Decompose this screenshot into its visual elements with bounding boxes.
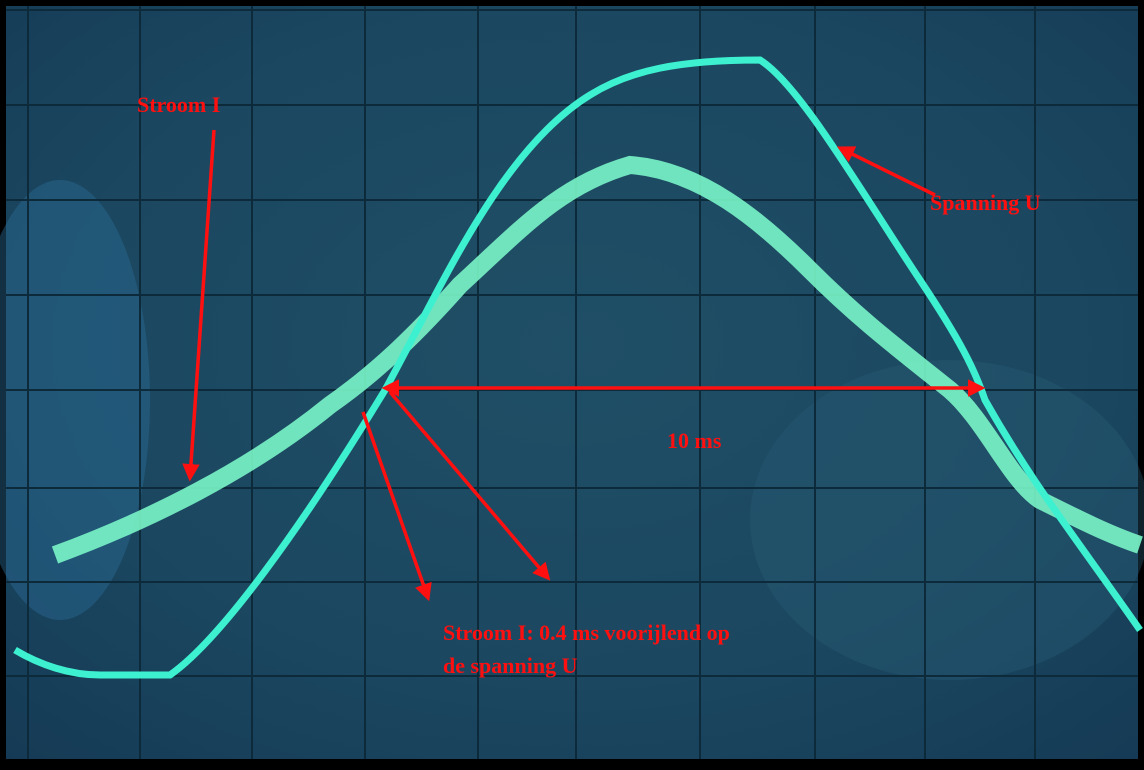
lead-label-line: de spanning U [443,653,578,678]
current-label: Stroom I [137,92,220,117]
voltage-label: Spanning U [930,190,1041,215]
period-label: 10 ms [667,428,722,453]
lead-label-line: Stroom I: 0.4 ms voorijlend op [443,620,730,645]
page: Stroom I Spanning U 10 ms Stroom I: 0.4 … [0,0,1144,765]
oscilloscope-photo: Stroom I Spanning U 10 ms Stroom I: 0.4 … [0,0,1144,765]
